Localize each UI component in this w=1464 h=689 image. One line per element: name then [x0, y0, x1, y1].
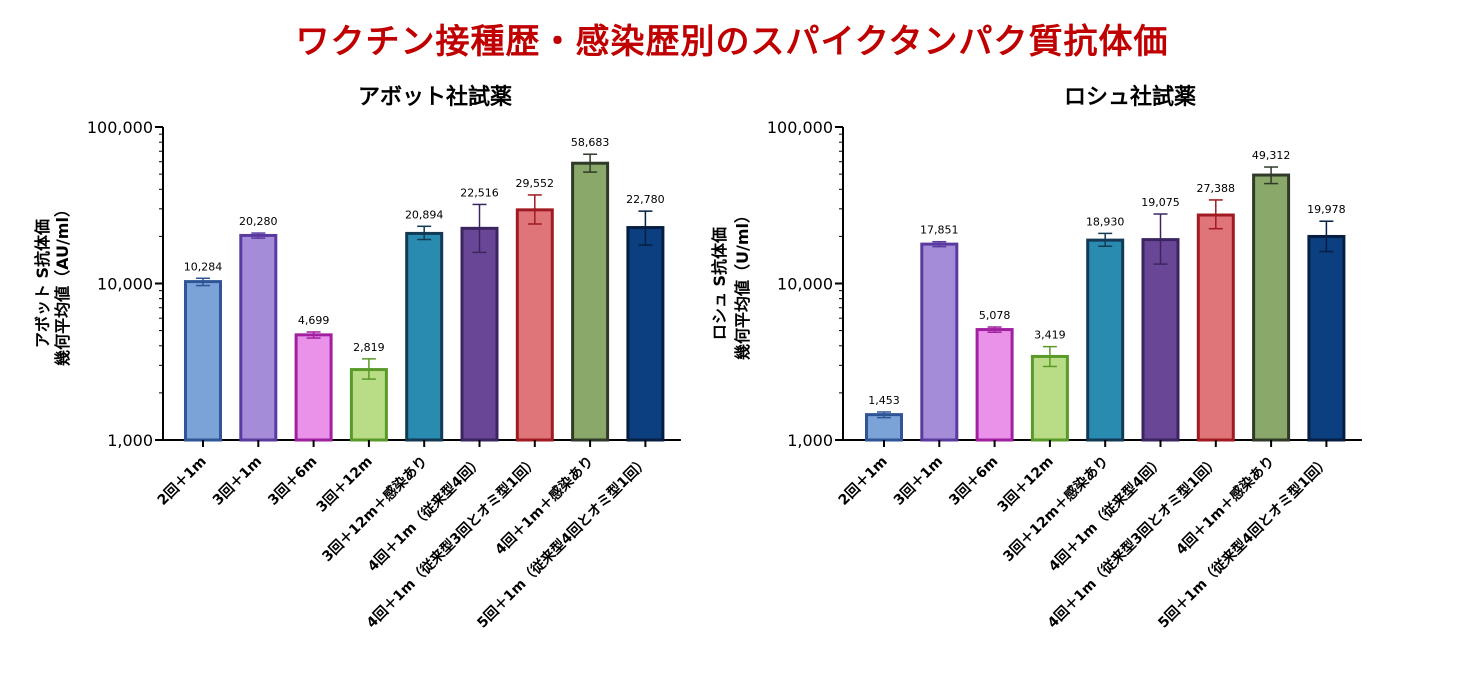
roche-ylabel-line1: ロシュ S抗体価	[710, 227, 729, 340]
abbott-bar	[405, 231, 444, 442]
abbott-data-label: 4,699	[298, 314, 330, 327]
abbott-bar	[239, 233, 278, 442]
abbott-ylabel-line2: 幾何平均値（AU/ml）	[53, 201, 72, 366]
abbott-bar	[294, 333, 333, 442]
roche-data-label: 49,312	[1252, 149, 1291, 162]
roche-bar	[865, 413, 903, 442]
abbott-data-label: 2,819	[353, 341, 385, 354]
roche-data-label: 1,453	[868, 394, 900, 407]
roche-bar	[1252, 173, 1291, 442]
abbott-category-label: 3回＋6m	[265, 454, 320, 509]
roche-y-tick-label: 100,000	[767, 118, 833, 137]
abbott-data-label: 29,552	[516, 177, 555, 190]
roche-category-label: 2回＋1m	[836, 454, 891, 509]
roche-data-label: 27,388	[1197, 182, 1236, 195]
abbott-bar	[184, 280, 222, 442]
roche-y-tick-label: 1,000	[787, 431, 833, 450]
abbott-bar	[515, 208, 554, 442]
page-title: ワクチン接種歴・感染歴別のスパイクタンパク質抗体価	[295, 22, 1169, 62]
abbott-y-tick-label: 10,000	[97, 275, 153, 294]
abbott-data-label: 22,516	[460, 186, 499, 199]
roche-category-label: 3回＋1m	[891, 454, 946, 509]
abbott-bar	[460, 226, 499, 442]
roche-category-label: 3回＋12m＋感染あり	[1000, 453, 1112, 565]
roche-chart-title: ロシュ社試薬	[1064, 84, 1196, 110]
abbott-category-label: 2回＋1m	[155, 454, 210, 509]
roche-category-label: 4回＋1m（従来型4回）	[1045, 453, 1167, 575]
roche-data-label: 19,978	[1307, 203, 1346, 216]
roche-data-label: 3,419	[1034, 329, 1066, 342]
abbott-ylabel-line1: アボット S抗体価	[33, 219, 52, 348]
roche-bar	[1196, 213, 1235, 442]
abbott-data-label: 10,284	[184, 260, 223, 273]
roche-bar	[920, 242, 959, 442]
abbott-category-label: 3回＋12m＋感染あり	[319, 453, 431, 565]
abbott-category-label: 4回＋1m（従来型4回）	[364, 453, 486, 575]
abbott-y-tick-label: 1,000	[107, 431, 153, 450]
roche-y-tick-label: 10,000	[777, 275, 833, 294]
roche-category-label: 3回＋6m	[946, 454, 1001, 509]
abbott-y-tick-label: 100,000	[87, 118, 153, 137]
roche-ylabel-line2: 幾何平均値（U/ml）	[733, 207, 752, 360]
abbott-bar	[571, 161, 610, 442]
abbott-data-label: 58,683	[571, 136, 610, 149]
abbott-category-label: 3回＋1m	[210, 454, 265, 509]
roche-category-label: 4回＋1m＋感染あり	[1173, 453, 1278, 558]
roche-data-label: 17,851	[920, 224, 959, 237]
roche-data-label: 5,078	[979, 309, 1011, 322]
roche-bar	[1086, 238, 1125, 442]
abbott-category-label: 4回＋1m＋感染あり	[492, 453, 597, 558]
roche-data-label: 18,930	[1086, 215, 1125, 228]
abbott-data-label: 20,894	[405, 208, 444, 221]
roche-bar	[1030, 354, 1069, 442]
abbott-data-label: 22,780	[626, 193, 665, 206]
abbott-chart-title: アボット社試薬	[358, 84, 512, 110]
roche-bar	[975, 328, 1014, 442]
abbott-bar	[349, 368, 388, 442]
abbott-bar	[626, 226, 665, 442]
roche-bar	[1307, 234, 1346, 442]
abbott-data-label: 20,280	[239, 215, 278, 228]
roche-data-label: 19,075	[1141, 196, 1180, 209]
roche-bar	[1141, 238, 1180, 442]
